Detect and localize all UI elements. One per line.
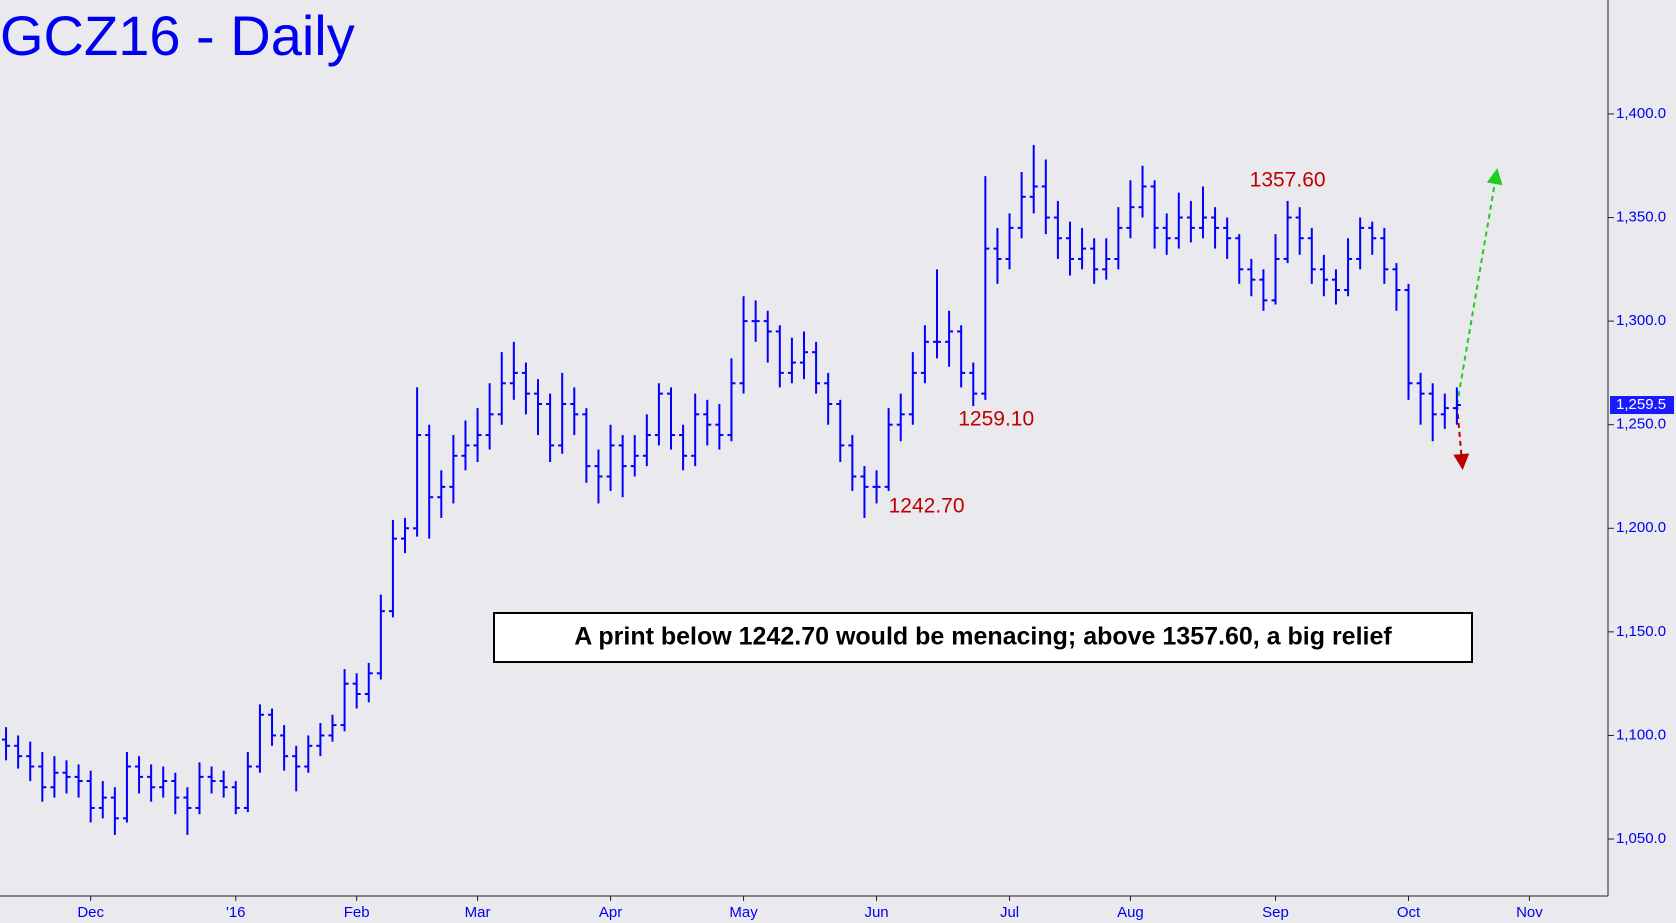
last-price-label: 1,259.5 [1616,396,1666,413]
annotation: 1242.70 [889,495,965,518]
x-tick-label: '16 [226,904,246,921]
x-tick-label: Sep [1262,904,1289,921]
x-tick-label: Nov [1516,904,1543,921]
y-tick-label: 1,100.0 [1616,726,1666,743]
y-tick-label: 1,300.0 [1616,312,1666,329]
last-price-tag [1610,396,1674,415]
projection-up [1456,168,1503,406]
annotation: 1259.10 [958,408,1034,431]
x-tick-label: Dec [77,904,104,921]
chart-title: GCZ16 - Daily [0,4,355,67]
callout-text: A print below 1242.70 would be menacing;… [574,623,1392,651]
y-tick-label: 1,250.0 [1616,416,1666,433]
x-tick-label: Jun [864,904,888,921]
x-tick-label: Apr [599,904,622,921]
y-tick-label: 1,050.0 [1616,830,1666,847]
y-tick-label: 1,350.0 [1616,208,1666,225]
x-tick-label: Jul [1000,904,1019,921]
x-tick-label: Oct [1397,904,1421,921]
annotation: 1357.60 [1250,168,1326,191]
x-tick-label: Feb [344,904,370,921]
y-tick-label: 1,150.0 [1616,623,1666,640]
y-tick-label: 1,400.0 [1616,105,1666,122]
x-tick-label: Mar [465,904,491,921]
y-tick-label: 1,200.0 [1616,519,1666,536]
callout-box [493,612,1473,663]
x-tick-label: May [729,904,758,921]
x-tick-label: Aug [1117,904,1144,921]
